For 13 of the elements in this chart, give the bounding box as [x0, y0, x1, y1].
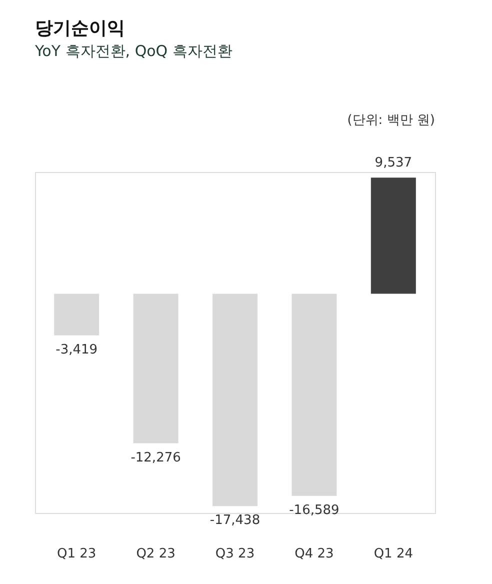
data-label: -12,276: [130, 450, 181, 466]
chart-subtitle: YoY 흑자전환, QoQ 흑자전환: [34, 42, 232, 60]
data-label: -3,419: [56, 342, 98, 358]
x-tick-label: Q1 23: [56, 546, 96, 562]
chart-title: 당기순이익: [35, 18, 125, 39]
x-tick-label: Q4 23: [294, 546, 334, 562]
x-tick-label: Q1 24: [374, 546, 414, 562]
data-label: -16,589: [289, 502, 340, 518]
data-label: -17,438: [210, 513, 260, 528]
text: (단위: 백만 원): [347, 113, 435, 128]
x-tick-label: Q2 23: [136, 546, 176, 562]
x-tick-label: Q3 23: [215, 546, 255, 562]
data-label: 9,537: [374, 156, 412, 171]
